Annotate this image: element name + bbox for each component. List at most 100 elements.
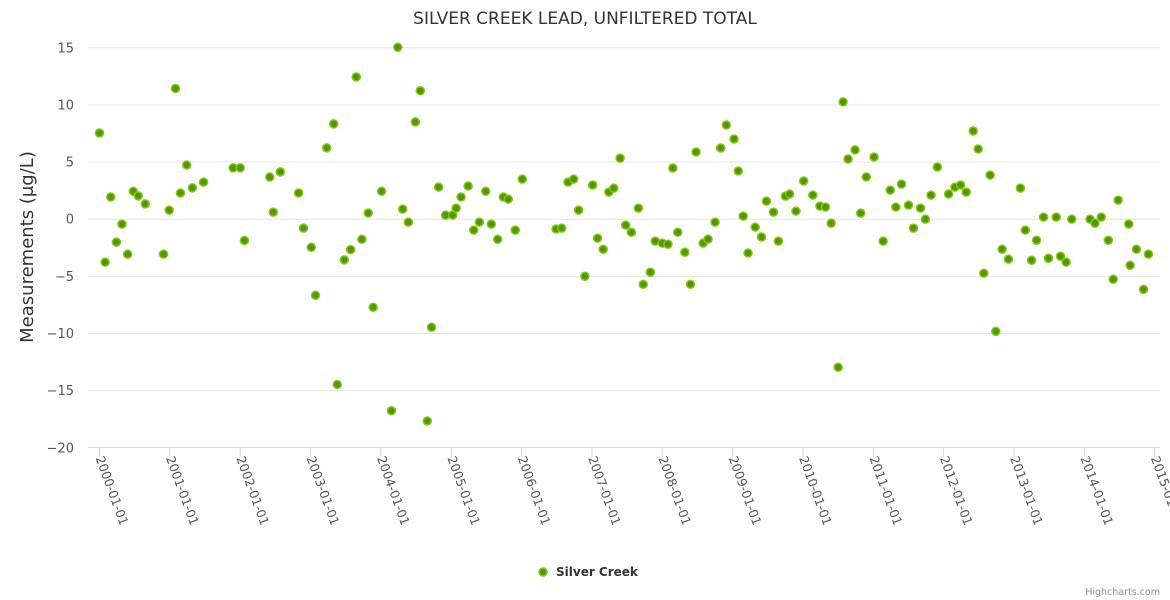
data-point[interactable] bbox=[1020, 225, 1031, 235]
data-point[interactable] bbox=[756, 232, 767, 242]
data-point[interactable] bbox=[861, 172, 872, 182]
data-point[interactable] bbox=[592, 233, 603, 243]
data-point[interactable] bbox=[415, 85, 426, 96]
legend-item-silver-creek[interactable]: Silver Creek bbox=[538, 565, 639, 579]
data-point[interactable] bbox=[768, 207, 779, 217]
data-point[interactable] bbox=[850, 145, 860, 155]
data-point[interactable] bbox=[808, 190, 818, 200]
data-point[interactable] bbox=[587, 180, 598, 190]
data-point[interactable] bbox=[268, 207, 279, 217]
data-point[interactable] bbox=[426, 322, 437, 333]
data-point[interactable] bbox=[170, 83, 181, 94]
data-point[interactable] bbox=[580, 271, 590, 281]
data-point[interactable] bbox=[784, 189, 795, 199]
data-point[interactable] bbox=[738, 211, 748, 221]
data-point[interactable] bbox=[94, 128, 105, 138]
data-point[interactable] bbox=[368, 302, 378, 313]
data-point[interactable] bbox=[1055, 251, 1066, 261]
data-point[interactable] bbox=[1131, 244, 1142, 254]
data-point[interactable] bbox=[100, 257, 110, 267]
data-point[interactable] bbox=[973, 144, 983, 154]
data-point[interactable] bbox=[321, 143, 332, 153]
data-point[interactable] bbox=[920, 214, 931, 224]
data-point[interactable] bbox=[357, 234, 367, 245]
data-point[interactable] bbox=[979, 268, 989, 278]
data-point[interactable] bbox=[609, 183, 619, 193]
data-point[interactable] bbox=[891, 202, 901, 212]
data-point[interactable] bbox=[673, 227, 683, 237]
data-point[interactable] bbox=[855, 208, 866, 218]
data-point[interactable] bbox=[351, 72, 362, 82]
data-point[interactable] bbox=[517, 174, 528, 184]
data-point[interactable] bbox=[638, 279, 649, 290]
data-point[interactable] bbox=[410, 117, 421, 127]
data-point[interactable] bbox=[1125, 260, 1135, 270]
data-point[interactable] bbox=[474, 217, 485, 227]
data-point[interactable] bbox=[1090, 218, 1100, 228]
data-point[interactable] bbox=[710, 217, 720, 227]
data-point[interactable] bbox=[968, 126, 978, 136]
data-point[interactable] bbox=[264, 172, 275, 182]
data-point[interactable] bbox=[761, 196, 772, 206]
data-point[interactable] bbox=[133, 191, 143, 201]
data-point[interactable] bbox=[820, 202, 831, 212]
data-point[interactable] bbox=[843, 154, 853, 164]
data-point[interactable] bbox=[715, 143, 726, 153]
data-point[interactable] bbox=[568, 174, 579, 184]
data-point[interactable] bbox=[926, 190, 936, 200]
data-point[interactable] bbox=[773, 236, 784, 246]
data-point[interactable] bbox=[140, 199, 150, 209]
data-point[interactable] bbox=[1061, 257, 1071, 267]
data-point[interactable] bbox=[955, 180, 966, 190]
data-point[interactable] bbox=[187, 183, 198, 193]
data-point[interactable] bbox=[1138, 284, 1149, 295]
data-point[interactable] bbox=[469, 225, 479, 235]
data-point[interactable] bbox=[1143, 249, 1154, 259]
data-point[interactable] bbox=[393, 42, 403, 53]
data-point[interactable] bbox=[239, 235, 250, 246]
data-point[interactable] bbox=[703, 234, 713, 244]
data-point[interactable] bbox=[1103, 235, 1114, 245]
data-point[interactable] bbox=[556, 223, 567, 233]
data-point[interactable] bbox=[932, 162, 943, 172]
data-point[interactable] bbox=[997, 244, 1007, 254]
data-point[interactable] bbox=[1113, 195, 1123, 205]
data-point[interactable] bbox=[117, 219, 127, 229]
data-point[interactable] bbox=[1066, 214, 1077, 224]
data-point[interactable] bbox=[329, 119, 339, 129]
data-point[interactable] bbox=[991, 326, 1001, 337]
data-point[interactable] bbox=[306, 242, 317, 253]
data-point[interactable] bbox=[798, 176, 809, 186]
data-point[interactable] bbox=[620, 220, 631, 230]
data-point[interactable] bbox=[503, 194, 513, 204]
data-point[interactable] bbox=[339, 255, 350, 265]
data-point[interactable] bbox=[422, 416, 433, 426]
data-point[interactable] bbox=[869, 152, 879, 162]
data-point[interactable] bbox=[721, 120, 732, 130]
data-point[interactable] bbox=[198, 177, 209, 187]
data-point[interactable] bbox=[492, 234, 503, 245]
data-point[interactable] bbox=[791, 206, 801, 216]
data-point[interactable] bbox=[456, 192, 466, 202]
data-point[interactable] bbox=[175, 188, 186, 198]
data-point[interactable] bbox=[298, 223, 309, 233]
data-point[interactable] bbox=[668, 163, 678, 173]
data-point[interactable] bbox=[332, 379, 343, 390]
data-point[interactable] bbox=[573, 205, 584, 215]
data-point[interactable] bbox=[1031, 235, 1042, 245]
data-point[interactable] bbox=[645, 267, 656, 277]
data-point[interactable] bbox=[691, 147, 701, 157]
data-point[interactable] bbox=[122, 249, 133, 259]
data-point[interactable] bbox=[833, 362, 843, 373]
data-point[interactable] bbox=[1026, 255, 1037, 265]
data-point[interactable] bbox=[1003, 254, 1014, 264]
data-point[interactable] bbox=[275, 167, 286, 177]
data-point[interactable] bbox=[908, 223, 919, 233]
data-point[interactable] bbox=[680, 247, 690, 257]
data-point[interactable] bbox=[480, 186, 491, 197]
data-point[interactable] bbox=[915, 203, 926, 213]
data-point[interactable] bbox=[397, 204, 408, 214]
data-point[interactable] bbox=[293, 188, 304, 198]
data-point[interactable] bbox=[663, 239, 673, 249]
data-point[interactable] bbox=[310, 290, 321, 301]
